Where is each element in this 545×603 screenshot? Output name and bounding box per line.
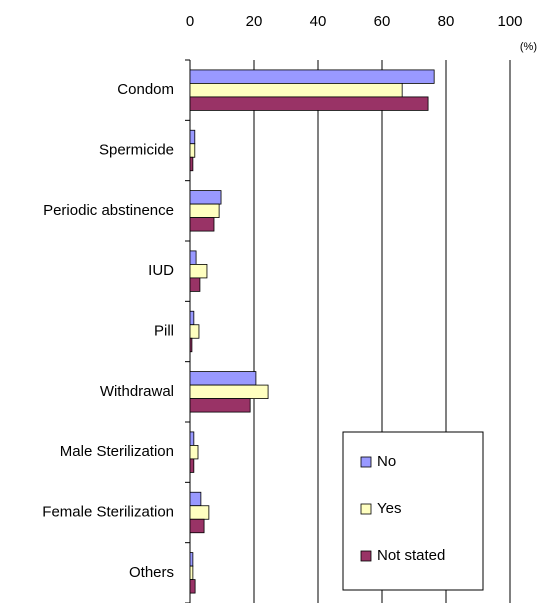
bar <box>189 310 195 326</box>
bar <box>189 83 403 98</box>
y-tick-label: Others <box>129 564 174 581</box>
legend-label: Not stated <box>377 547 445 564</box>
y-tick-label: Pill <box>154 322 174 339</box>
bar <box>189 458 195 473</box>
bar <box>189 277 201 292</box>
bar <box>189 445 199 460</box>
legend-swatch <box>360 550 372 562</box>
bar <box>189 143 196 158</box>
bar <box>189 324 200 339</box>
legend-swatch <box>360 456 372 468</box>
legend-label: No <box>377 453 396 470</box>
bar <box>189 264 208 279</box>
bar <box>189 190 222 205</box>
bar <box>189 518 205 534</box>
legend-label: Yes <box>377 500 401 517</box>
bar <box>189 384 269 399</box>
y-tick-label: Periodic abstinence <box>43 202 174 219</box>
bar <box>189 565 194 580</box>
bar <box>189 371 257 386</box>
bar <box>189 431 195 446</box>
bar <box>189 217 215 232</box>
bar <box>189 156 194 172</box>
y-tick-label: IUD <box>148 262 174 279</box>
y-tick-label: Condom <box>117 81 174 98</box>
bar <box>189 69 435 84</box>
bar <box>189 203 220 218</box>
bar <box>189 337 193 353</box>
legend-swatch <box>360 503 372 515</box>
bar <box>189 505 210 520</box>
x-tick-label: 80 <box>438 13 455 30</box>
bar <box>189 491 202 507</box>
bar <box>189 129 196 145</box>
unit-label: (%) <box>520 41 537 53</box>
x-tick-label: 100 <box>497 13 522 30</box>
bar <box>189 250 197 265</box>
y-tick-label: Spermicide <box>99 141 174 158</box>
x-tick-label: 60 <box>374 13 391 30</box>
bar <box>189 579 196 594</box>
x-tick-label: 20 <box>246 13 263 30</box>
x-tick-label: 40 <box>310 13 327 30</box>
x-tick-label: 0 <box>186 13 194 30</box>
bar <box>189 96 429 111</box>
y-tick-label: Female Sterilization <box>42 503 174 520</box>
bar <box>189 552 194 567</box>
y-tick-label: Withdrawal <box>100 383 174 400</box>
bar <box>189 398 251 413</box>
y-tick-label: Male Sterilization <box>60 443 174 460</box>
